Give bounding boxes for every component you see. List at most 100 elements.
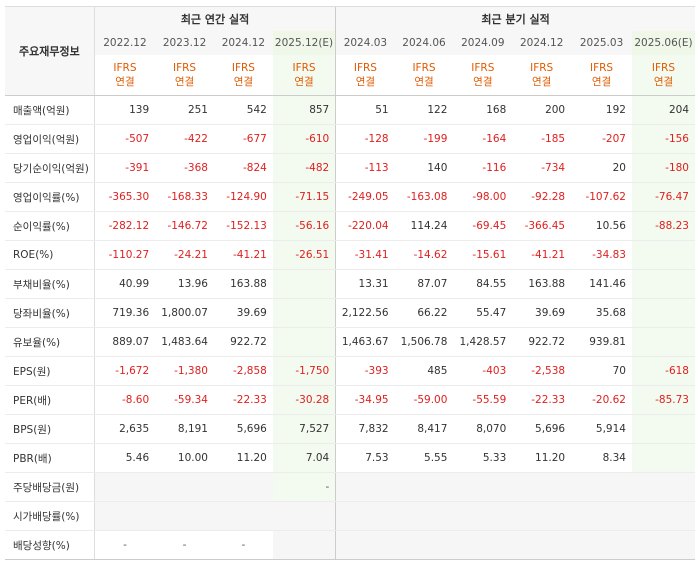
table-cell <box>631 298 695 328</box>
row-label: BPS(원) <box>5 414 95 444</box>
table-cell <box>571 472 632 502</box>
accounting-standard-ifrs: IFRS <box>113 62 137 74</box>
period-header: 2025.03 <box>571 31 632 55</box>
table-cell: 922.72 <box>512 327 572 357</box>
table-cell: -168.33 <box>155 182 214 212</box>
table-cell: -113 <box>335 153 395 183</box>
table-cell <box>453 501 513 531</box>
table-cell <box>272 501 336 531</box>
table-cell: -199 <box>394 124 454 154</box>
row-label: 시가배당률(%) <box>5 501 95 531</box>
table-cell <box>631 530 695 560</box>
table-row: 영업이익률(%) -365.30 -168.33 -124.90 -71.15 -249.… <box>5 182 695 212</box>
table-cell: -92.28 <box>512 182 572 212</box>
table-cell: -482 <box>272 153 336 183</box>
accounting-standard-ifrs: IFRS <box>173 62 197 74</box>
table-cell: -34.83 <box>571 240 632 270</box>
table-cell: -163.08 <box>394 182 454 212</box>
table-cell: -30.28 <box>272 385 336 415</box>
table-cell: -107.62 <box>571 182 632 212</box>
table-cell <box>631 240 695 270</box>
table-cell: 5,914 <box>571 414 632 444</box>
table-cell: 922.72 <box>213 327 273 357</box>
table-cell: 139 <box>93 95 156 125</box>
table-cell <box>93 472 156 502</box>
table-cell: 84.55 <box>453 269 513 299</box>
row-label: 당좌비율(%) <box>5 298 95 328</box>
table-cell: -403 <box>453 356 513 386</box>
table-cell <box>394 472 454 502</box>
accounting-standard-ifrs: IFRS <box>530 62 554 74</box>
accounting-consolidated: 연결 <box>591 76 612 88</box>
row-label: 배당성향(%) <box>5 530 95 560</box>
table-cell: -24.21 <box>155 240 214 270</box>
table-cell: 889.07 <box>93 327 156 357</box>
table-cell: 163.88 <box>512 269 572 299</box>
table-cell <box>512 501 572 531</box>
table-cell: -1,750 <box>272 356 336 386</box>
table-cell <box>571 501 632 531</box>
annual-header: 최근 연간 실적 <box>93 6 336 31</box>
table-cell: 1,800.07 <box>155 298 214 328</box>
period-header: 2023.12 <box>155 31 214 55</box>
table-row: 당좌비율(%) 719.36 1,800.07 39.69 2,122.56 66.22 5… <box>5 298 695 328</box>
table-cell: 542 <box>213 95 273 125</box>
table-cell: -71.15 <box>272 182 336 212</box>
period-header: 2022.12 <box>93 31 156 55</box>
table-cell <box>631 269 695 299</box>
table-cell: 39.69 <box>213 298 273 328</box>
table-cell <box>272 298 336 328</box>
table-cell: -110.27 <box>93 240 156 270</box>
table-cell: 13.31 <box>335 269 395 299</box>
table-cell: -610 <box>272 124 336 154</box>
table-cell: 204 <box>631 95 695 125</box>
accounting-standard: IFRS 연결 <box>512 55 572 96</box>
table-cell <box>512 472 572 502</box>
table-cell <box>631 414 695 444</box>
table-cell: -185 <box>512 124 572 154</box>
table-cell: -69.45 <box>453 211 513 241</box>
row-label: 부채비율(%) <box>5 269 95 299</box>
table-cell: 719.36 <box>93 298 156 328</box>
row-label: EPS(원) <box>5 356 95 386</box>
period-header: 2024.03 <box>335 31 395 55</box>
table-cell: -507 <box>93 124 156 154</box>
table-row: 유보율(%) 889.07 1,483.64 922.72 1,463.67 1,506.… <box>5 327 695 357</box>
table-row: EPS(원) -1,672 -1,380 -2,858 -1,750 -393 485 -40… <box>5 356 695 386</box>
accounting-consolidated: 연결 <box>355 76 376 88</box>
table-cell: 35.68 <box>571 298 632 328</box>
table-row: PBR(배) 5.46 10.00 11.20 7.04 7.53 5.55 5.33 11.2… <box>5 443 695 473</box>
table-cell <box>213 501 273 531</box>
period-header: 2024.12 <box>213 31 273 55</box>
table-cell: 140 <box>394 153 454 183</box>
accounting-standard: IFRS 연결 <box>93 55 156 96</box>
table-cell: -422 <box>155 124 214 154</box>
table-cell: 8,191 <box>155 414 214 444</box>
table-cell: -249.05 <box>335 182 395 212</box>
table-cell <box>272 530 336 560</box>
table-cell <box>155 472 214 502</box>
accounting-standard-ifrs: IFRS <box>231 62 255 74</box>
table-cell: 5.46 <box>93 443 156 473</box>
accounting-consolidated: 연결 <box>294 76 314 88</box>
period-header: 2024.06 <box>394 31 454 55</box>
quarterly-header: 최근 분기 실적 <box>335 6 695 31</box>
table-cell: -2,538 <box>512 356 572 386</box>
table-row: PER(배) -8.60 -59.34 -22.33 -30.28 -34.95 -59.0… <box>5 385 695 415</box>
table-cell: -85.73 <box>631 385 695 415</box>
table-cell: 168 <box>453 95 513 125</box>
table-cell: -220.04 <box>335 211 395 241</box>
table-cell: -41.21 <box>213 240 273 270</box>
period-header: 2025.06(E) <box>631 31 695 55</box>
table-cell: -734 <box>512 153 572 183</box>
table-cell: 485 <box>394 356 454 386</box>
table-cell <box>453 530 513 560</box>
table-row: 순이익률(%) -282.12 -146.72 -152.13 -56.16 -220.0… <box>5 211 695 241</box>
table-cell: -15.61 <box>453 240 513 270</box>
table-cell <box>335 530 395 560</box>
table-cell: 122 <box>394 95 454 125</box>
accounting-standard-ifrs: IFRS <box>412 62 436 74</box>
table-cell: 2,635 <box>93 414 156 444</box>
table-cell: -88.23 <box>631 211 695 241</box>
table-cell: 13.96 <box>155 269 214 299</box>
